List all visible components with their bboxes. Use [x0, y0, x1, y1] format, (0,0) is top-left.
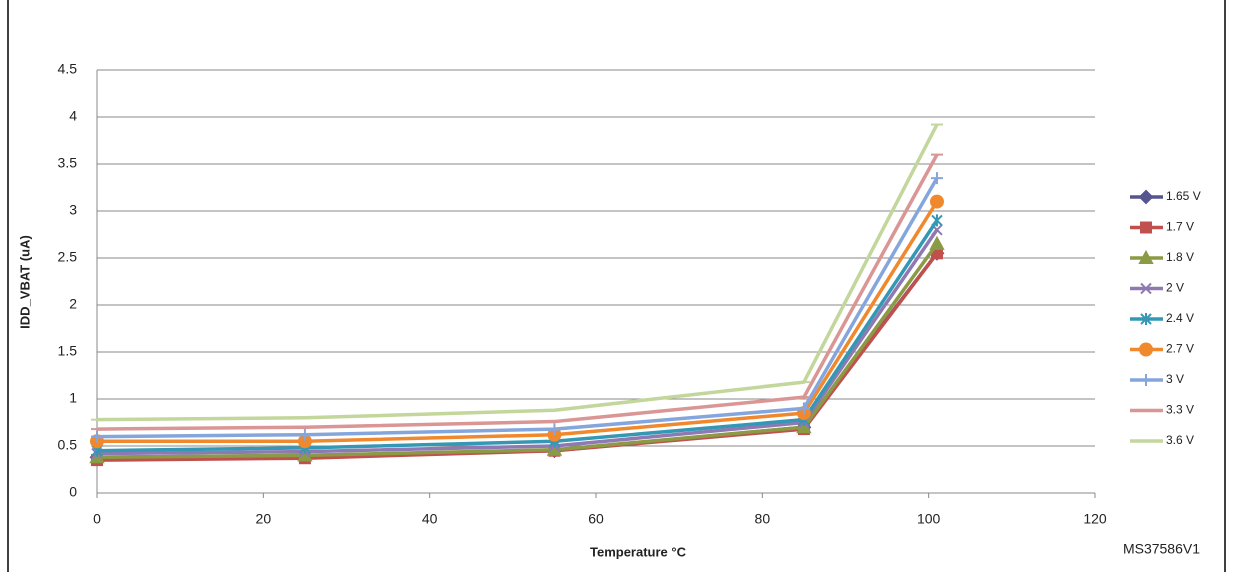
legend-label: 2.4 V	[1166, 311, 1194, 325]
y-tick-label: 4	[69, 108, 77, 124]
legend-label: 2 V	[1166, 281, 1184, 295]
legend-label: 3.6 V	[1166, 433, 1194, 447]
legend-label: 1.8 V	[1166, 250, 1194, 264]
marker	[929, 235, 945, 250]
marker	[797, 402, 810, 415]
legend-marker	[1138, 249, 1154, 264]
legend-label: 3 V	[1166, 372, 1184, 386]
x-tick-label: 20	[256, 511, 272, 527]
series-line	[96, 123, 939, 422]
legend-marker	[1139, 342, 1153, 357]
marker	[929, 194, 944, 209]
y-tick-label: 0.5	[58, 437, 78, 453]
legend-marker	[1140, 221, 1152, 234]
marker	[298, 428, 311, 441]
frame	[7, 0, 1226, 572]
y-axis-label: IDD_VBAT (uA)	[17, 235, 32, 329]
legend-marker	[1138, 189, 1154, 205]
legend-label: 1.65 V	[1166, 189, 1201, 203]
legend-label: 3.3 V	[1166, 403, 1194, 417]
legend-marker	[1140, 282, 1152, 295]
x-tick-label: 120	[1083, 511, 1107, 527]
x-tick-label: 0	[93, 511, 101, 527]
y-tick-label: 4.5	[58, 61, 78, 77]
y-tick-label: 2.5	[58, 249, 78, 265]
legend-label: 2.7 V	[1166, 342, 1194, 356]
x-tick-label: 100	[917, 511, 941, 527]
series-line	[96, 153, 939, 431]
marker	[548, 423, 561, 436]
marker	[91, 430, 103, 443]
legend-marker	[1140, 374, 1152, 386]
marker	[930, 172, 943, 185]
x-tick-label: 80	[755, 511, 771, 527]
x-tick-label: 60	[588, 511, 604, 527]
y-tick-label: 3	[69, 202, 77, 218]
x-tick-label: 40	[422, 511, 438, 527]
x-axis-label: Temperature °C	[590, 544, 687, 559]
series-line	[97, 200, 939, 444]
legend-marker	[1140, 313, 1152, 325]
y-tick-label: 1.5	[58, 343, 78, 359]
annotation: MS37586V1	[1123, 541, 1200, 557]
series-line	[96, 242, 939, 460]
y-tick-label: 3.5	[58, 155, 78, 171]
y-tick-label: 1	[69, 390, 77, 406]
y-tick-label: 2	[69, 296, 77, 312]
series-line	[96, 177, 939, 439]
marker	[931, 214, 943, 227]
legend-label: 1.7 V	[1166, 220, 1194, 234]
y-tick-label: 0	[69, 484, 77, 500]
